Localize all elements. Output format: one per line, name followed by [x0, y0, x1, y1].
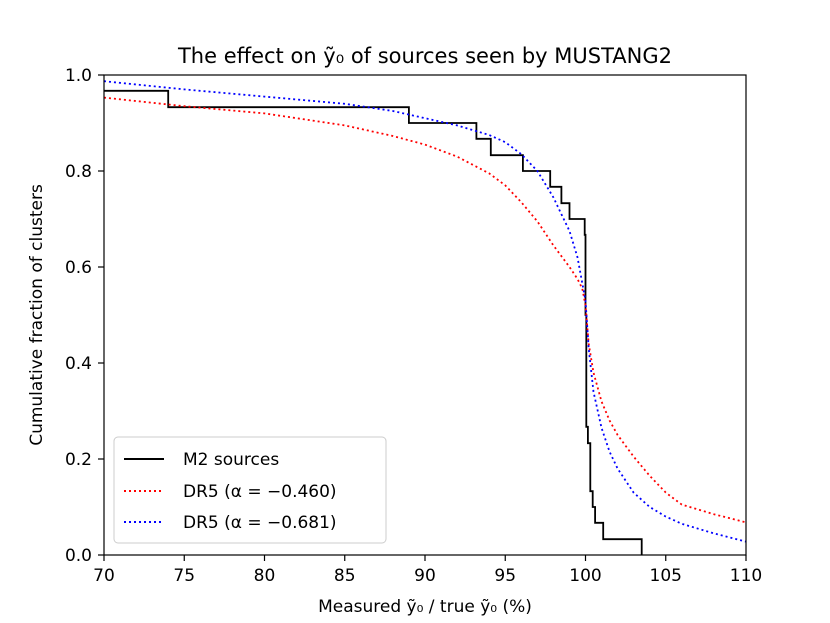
series-layer [103, 80, 747, 555]
y-tick-label: 0.4 [65, 354, 92, 374]
y-tick-label: 1.0 [65, 66, 92, 86]
y-tick-label: 0.2 [65, 450, 92, 470]
x-tick-label: 70 [93, 566, 115, 586]
x-tick-label: 80 [254, 566, 276, 586]
legend-label-dr5-alpha-0681: DR5 (α = −0.681) [183, 513, 337, 533]
series-line-dr5-alpha-0460 [103, 96, 747, 524]
series-line-dr5-alpha-0681 [103, 80, 747, 543]
series-line-m2-sources [104, 89, 643, 555]
x-tick-label: 110 [730, 566, 762, 586]
y-axis: 0.0 0.2 0.4 0.6 0.8 1.0 [65, 66, 104, 566]
x-axis: 70 75 80 85 90 95 100 105 110 [93, 555, 762, 586]
y-tick-label: 0.6 [65, 258, 92, 278]
x-tick-label: 100 [569, 566, 601, 586]
y-axis-label: Cumulative fraction of clusters [27, 184, 47, 446]
legend-label-m2-sources: M2 sources [183, 450, 279, 470]
chart-title: The effect on ỹ₀ of sources seen by MUST… [177, 44, 672, 68]
y-tick-label: 0.0 [65, 546, 92, 566]
legend: M2 sources DR5 (α = −0.460) DR5 (α = −0.… [113, 436, 387, 544]
x-tick-label: 75 [173, 566, 195, 586]
x-axis-label: Measured ỹ₀ / true ỹ₀ (%) [318, 597, 532, 617]
legend-label-dr5-alpha-0460: DR5 (α = −0.460) [183, 482, 337, 502]
legend-box [113, 436, 387, 544]
x-tick-label: 85 [334, 566, 356, 586]
x-tick-label: 105 [650, 566, 682, 586]
x-tick-label: 90 [414, 566, 436, 586]
y-tick-label: 0.8 [65, 162, 92, 182]
x-tick-label: 95 [494, 566, 516, 586]
